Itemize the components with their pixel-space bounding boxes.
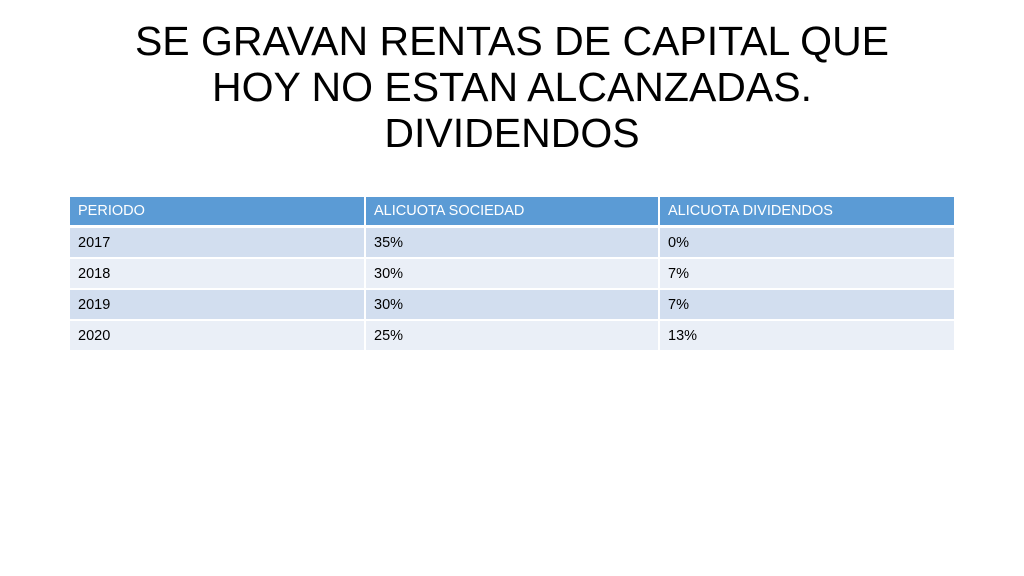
cell-alicuota-dividendos: 7% (659, 258, 954, 290)
cell-alicuota-sociedad: 25% (365, 320, 660, 352)
table-header-row: PERIODO ALICUOTA SOCIEDAD ALICUOTA DIVID… (70, 197, 954, 228)
cell-periodo: 2019 (70, 289, 366, 321)
header-alicuota-sociedad: ALICUOTA SOCIEDAD (365, 197, 660, 228)
cell-periodo: 2020 (70, 320, 366, 352)
slide-title-line-1: SE GRAVAN RENTAS DE CAPITAL QUE (134, 18, 890, 64)
slide-title-line-3: DIVIDENDOS (384, 110, 640, 156)
cell-alicuota-dividendos: 0% (659, 226, 954, 259)
header-alicuota-dividendos: ALICUOTA DIVIDENDOS (659, 197, 954, 228)
table-row: 2019 30% 7% (70, 289, 954, 321)
cell-periodo: 2018 (70, 258, 366, 290)
table-row: 2017 35% 0% (70, 226, 954, 259)
cell-alicuota-sociedad: 30% (365, 258, 660, 290)
header-periodo: PERIODO (70, 197, 366, 228)
slide-title-line-2: HOY NO ESTAN ALCANZADAS. (212, 64, 812, 110)
slide-title: SE GRAVAN RENTAS DE CAPITAL QUE HOY NO E… (60, 18, 964, 156)
table-row: 2018 30% 7% (70, 258, 954, 290)
cell-alicuota-dividendos: 13% (659, 320, 954, 352)
cell-alicuota-sociedad: 35% (365, 226, 660, 259)
cell-alicuota-sociedad: 30% (365, 289, 660, 321)
cell-alicuota-dividendos: 7% (659, 289, 954, 321)
table-row: 2020 25% 13% (70, 320, 954, 352)
tax-rates-table: PERIODO ALICUOTA SOCIEDAD ALICUOTA DIVID… (70, 197, 954, 352)
cell-periodo: 2017 (70, 226, 366, 259)
